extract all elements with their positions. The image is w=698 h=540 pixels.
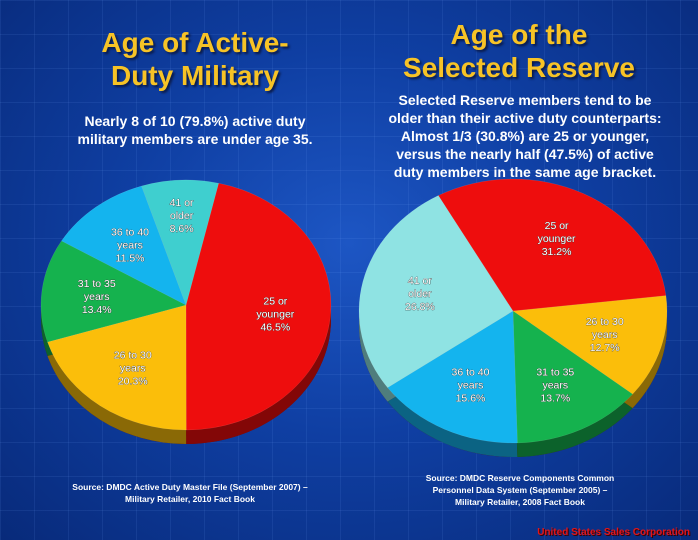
left-source: Source: DMDC Active Duty Master File (Se… xyxy=(40,481,340,505)
right-description-line3: Almost 1/3 (30.8%) are 25 or younger, xyxy=(400,128,650,144)
right-chart-title: Age of the Selected Reserve xyxy=(360,18,678,84)
left-source-line1: Source: DMDC Active Duty Master File (Se… xyxy=(72,482,308,492)
pie-1-slice-0 xyxy=(437,178,667,312)
left-pie-chart: 25 or younger 46.5% 26 to 30 years 20.3% 31 to… xyxy=(40,179,332,444)
left-description: Nearly 8 of 10 (79.8%) active duty milit… xyxy=(30,112,360,148)
left-description-line1: Nearly 8 of 10 (79.8%) active duty xyxy=(84,113,306,129)
pie-1-slice-2-label: 31 to 35 years 13.7% xyxy=(536,366,574,404)
left-title-line1: Age of Active- xyxy=(101,27,289,58)
left-source-line2: Military Retailer, 2010 Fact Book xyxy=(125,494,255,504)
right-description-line1: Selected Reserve members tend to be xyxy=(398,92,652,108)
company-footer: United States Sales Corporation xyxy=(537,527,690,538)
right-description-line2: older than their active duty counterpart… xyxy=(388,110,662,126)
left-chart-title: Age of Active- Duty Military xyxy=(60,26,330,92)
pie-1-slice-3 xyxy=(387,310,518,444)
right-description-line5: duty members in the same age bracket. xyxy=(393,164,657,180)
right-source-line3: Military Retailer, 2008 Fact Book xyxy=(455,497,585,507)
right-description-line4: versus the nearly half (47.5%) of active xyxy=(396,146,654,162)
right-description: Selected Reserve members tend to be olde… xyxy=(355,91,695,181)
pie-1-slice-2 xyxy=(512,310,633,444)
left-title-line2: Duty Military xyxy=(110,60,280,91)
pie-0-slice-2 xyxy=(40,240,187,343)
right-title-line2: Selected Reserve xyxy=(403,52,635,83)
pie-1-slice-3-label: 36 to 40 years 15.6% xyxy=(452,366,490,404)
pie-0-slice-1 xyxy=(47,304,187,431)
pie-0-slice-3 xyxy=(61,185,187,306)
pie-1-slice-0-label: 25 or younger 31.2% xyxy=(538,220,576,258)
right-source-line2: Personnel Data System (September 2005) – xyxy=(432,485,608,495)
pie-0-slice-1-label: 26 to 30 years 20.3% xyxy=(114,349,152,387)
pie-1-slice-4 xyxy=(358,195,514,388)
pie-1-slice-1 xyxy=(512,295,668,395)
right-source: Source: DMDC Reserve Components Common P… xyxy=(395,472,645,508)
pie-1-slice-1-label: 26 to 30 years 12.7% xyxy=(586,316,624,354)
right-title-line1: Age of the xyxy=(450,19,588,50)
right-source-line1: Source: DMDC Reserve Components Common xyxy=(425,473,615,483)
pie-0-slice-0 xyxy=(185,182,332,431)
pie-0-slice-3-label: 36 to 40 years 11.5% xyxy=(111,226,149,264)
pie-0-slice-4-label: 41 or older 8.6% xyxy=(170,197,194,235)
pie-1-slice-4-label: 41 or older 26.8% xyxy=(405,275,435,313)
right-pie-chart: 25 or younger 31.2% 26 to 30 years 12.7% 31 to… xyxy=(358,178,668,457)
pie-0-slice-2-label: 31 to 35 years 13.4% xyxy=(78,278,116,316)
pie-0-slice-4 xyxy=(141,179,219,306)
left-description-line2: military members are under age 35. xyxy=(77,131,313,147)
pie-0-slice-0-label: 25 or younger 46.5% xyxy=(256,296,294,334)
